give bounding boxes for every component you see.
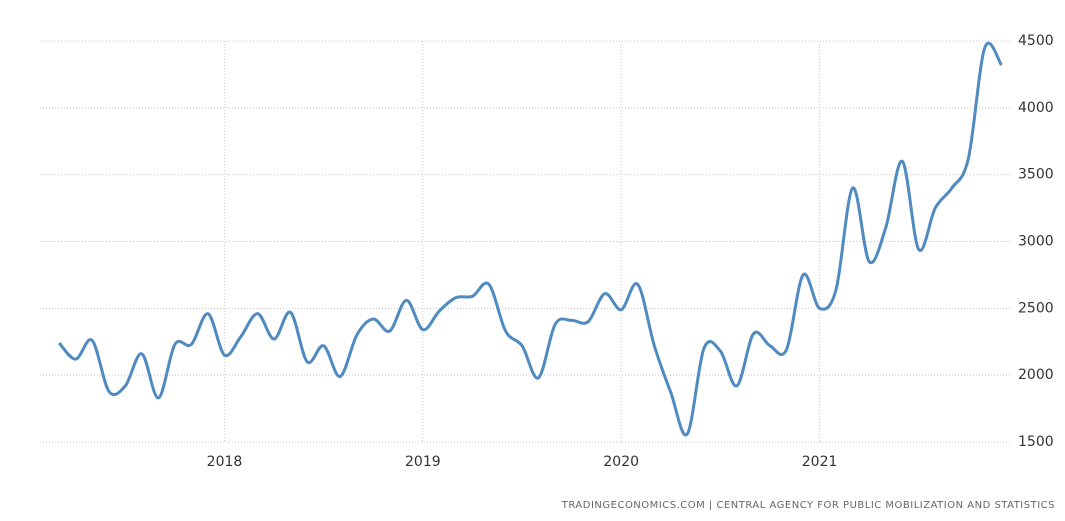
y-tick-label: 4000	[1018, 100, 1054, 116]
source: TRADINGECONOMICS.COM | CENTRAL AGENCY FO…	[561, 500, 1055, 511]
y-tick-label: 3500	[1018, 167, 1054, 183]
y-tick-label: 1500	[1018, 434, 1054, 450]
x-tick-label: 2021	[802, 454, 838, 470]
y-tick-label: 3000	[1018, 234, 1054, 250]
y-tick-label: 2500	[1018, 300, 1054, 316]
x-tick-label: 2018	[207, 454, 243, 470]
y-tick-label: 2000	[1018, 367, 1054, 383]
data-line	[58, 41, 1003, 437]
x-tick-label: 2020	[603, 454, 639, 470]
x-tick-label: 2019	[405, 454, 441, 470]
y-tick-label: 4500	[1018, 33, 1054, 49]
